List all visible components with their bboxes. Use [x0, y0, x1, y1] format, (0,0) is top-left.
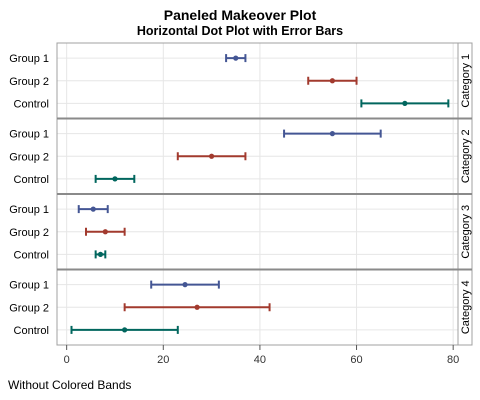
group-label: Group 2	[9, 76, 49, 88]
group-label: Group 1	[9, 280, 49, 292]
group-label: Control	[14, 174, 49, 186]
data-point	[194, 304, 200, 310]
data-point	[112, 176, 118, 182]
data-point	[329, 131, 335, 137]
data-point	[182, 282, 188, 288]
panel-strip-label: Category 1	[460, 54, 472, 108]
group-label: Group 2	[9, 302, 49, 314]
data-point	[209, 153, 215, 159]
group-label: Group 1	[9, 129, 49, 141]
group-label: Group 2	[9, 227, 49, 239]
panel-strip-label: Category 2	[460, 129, 472, 183]
panel-strip-label: Category 3	[460, 205, 472, 259]
group-label: Group 1	[9, 53, 49, 65]
data-point	[402, 100, 408, 106]
x-tick-label: 20	[157, 354, 169, 366]
x-tick-label: 60	[350, 354, 362, 366]
group-label: Control	[14, 249, 49, 261]
group-label: Group 2	[9, 151, 49, 163]
data-point	[122, 327, 128, 333]
x-tick-label: 80	[447, 354, 459, 366]
x-tick-label: 0	[64, 354, 70, 366]
data-point	[233, 55, 239, 61]
chart-subtitle: Horizontal Dot Plot with Error Bars	[137, 24, 343, 38]
data-point	[90, 206, 96, 212]
group-label: Control	[14, 325, 49, 337]
group-label: Group 1	[9, 204, 49, 216]
data-point	[329, 78, 335, 84]
x-tick-label: 40	[254, 354, 266, 366]
panel-strip-label: Category 4	[460, 280, 472, 334]
data-point	[102, 229, 108, 235]
group-label: Control	[14, 98, 49, 110]
chart-footnote: Without Colored Bands	[8, 378, 131, 392]
data-point	[97, 251, 104, 257]
chart-title: Paneled Makeover Plot	[164, 7, 317, 23]
